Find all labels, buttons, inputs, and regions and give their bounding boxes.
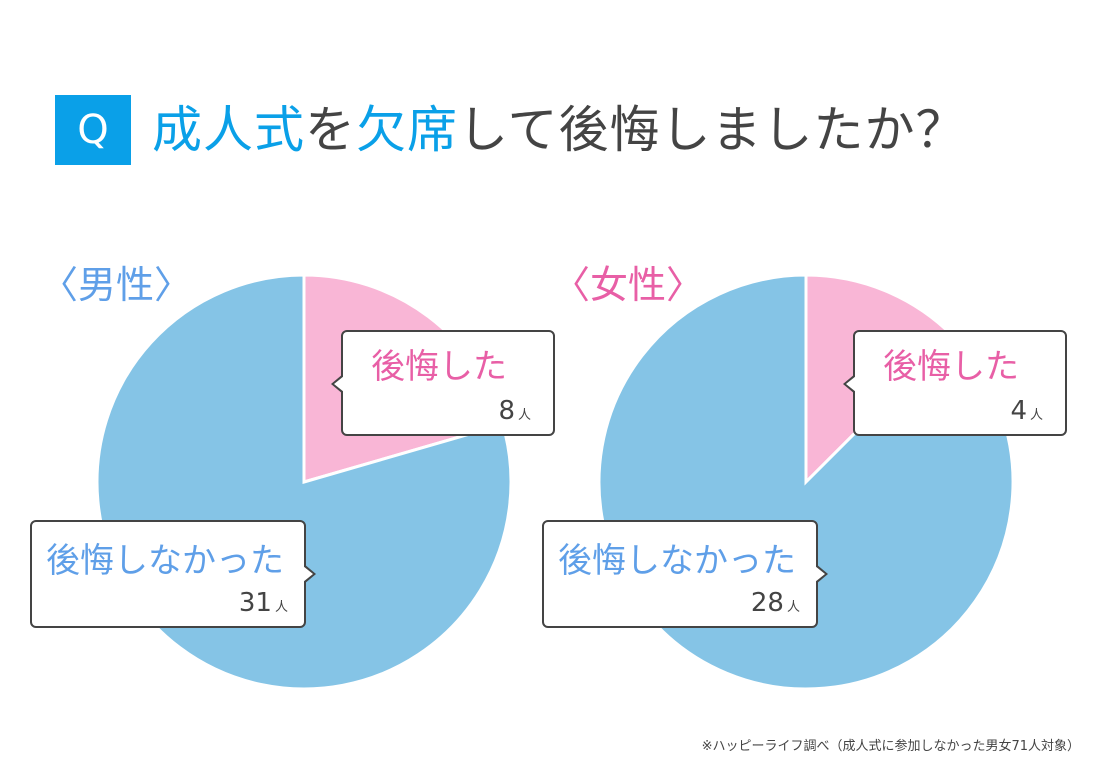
male-not-regretted-count: 31 人 bbox=[238, 588, 288, 618]
male-group-label: 〈男性〉 bbox=[40, 263, 193, 307]
source-footnote: ※ハッピーライフ調べ（成人式に参加しなかった男女71人対象） bbox=[701, 739, 1080, 754]
female-regretted-label: 後悔した bbox=[883, 347, 1019, 387]
female-not-regretted-callout: 後悔しなかった 28 人 bbox=[542, 520, 828, 628]
question-badge: Q bbox=[55, 95, 131, 165]
male-regretted-label: 後悔した bbox=[371, 347, 507, 387]
female-not-regretted-count: 28 人 bbox=[750, 588, 800, 618]
male-not-regretted-callout: 後悔しなかった 31 人 bbox=[30, 520, 316, 628]
female-not-regretted-label: 後悔しなかった bbox=[558, 541, 796, 581]
title-part-2: を bbox=[305, 101, 356, 159]
female-group-label: 〈女性〉 bbox=[552, 263, 705, 307]
page-title: 成人式を欠席して後悔しましたか？ bbox=[152, 98, 967, 162]
title-part-1: 成人式 bbox=[152, 101, 305, 159]
title-part-4: して後悔しましたか？ bbox=[458, 101, 967, 159]
male-not-regretted-label: 後悔しなかった bbox=[46, 541, 284, 581]
title-part-3: 欠席 bbox=[356, 101, 458, 159]
